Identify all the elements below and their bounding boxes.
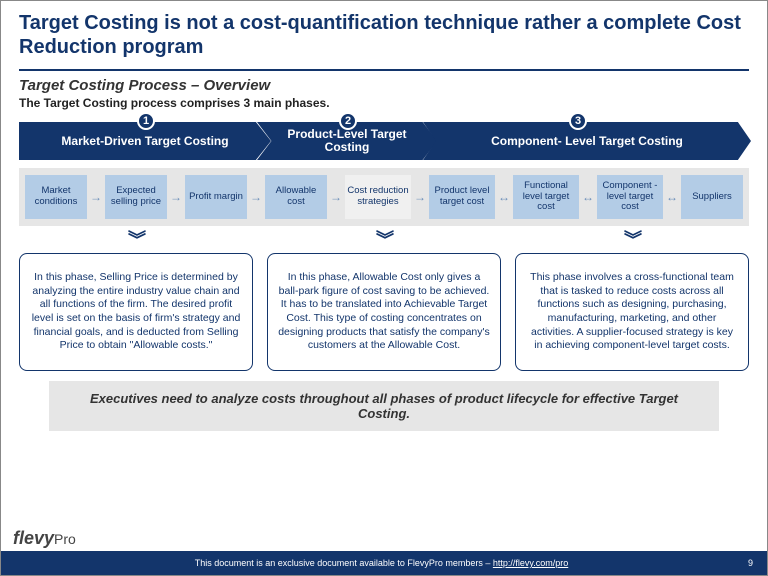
desc-box-2: In this phase, Allowable Cost only gives… xyxy=(267,253,501,371)
phase-badge-2: 2 xyxy=(339,112,357,130)
logo-suffix: Pro xyxy=(54,531,76,547)
phase-chevrons: 1 2 3 Market-Driven Target Costing Produ… xyxy=(19,114,749,160)
callout-box: Executives need to analyze costs through… xyxy=(49,381,719,431)
flow-box: Suppliers xyxy=(681,175,743,219)
desc-text-3: This phase involves a cross-functional t… xyxy=(526,271,738,353)
phase-badge-1: 1 xyxy=(137,112,155,130)
flow-box: Component -level target cost xyxy=(597,175,663,219)
phase-label-2: Product-Level Target Costing xyxy=(267,128,427,154)
footer-bar: This document is an exclusive document a… xyxy=(1,551,767,575)
description-row: ︾ In this phase, Selling Price is determ… xyxy=(19,230,749,371)
flow-strip: Market conditions→Expected selling price… xyxy=(19,168,749,226)
slide: Target Costing is not a cost-quantificat… xyxy=(0,0,768,576)
desc-col-2: ︾ In this phase, Allowable Cost only giv… xyxy=(267,230,501,371)
desc-col-1: ︾ In this phase, Selling Price is determ… xyxy=(19,230,253,371)
flow-box: Functional level target cost xyxy=(513,175,579,219)
flow-box: Allowable cost xyxy=(265,175,327,219)
logo-brand: flevy xyxy=(13,528,54,548)
flow-box: Profit margin xyxy=(185,175,247,219)
flow-arrow-icon: → xyxy=(329,190,343,204)
footer-text: This document is an exclusive document a… xyxy=(15,558,748,568)
flow-arrow-icon: → xyxy=(413,190,427,204)
flow-arrow-icon: ↔ xyxy=(665,190,679,204)
phase-chevron-3: Component- Level Target Costing xyxy=(423,122,751,160)
footer-link[interactable]: http://flevy.com/pro xyxy=(493,558,568,568)
footer-msg: This document is an exclusive document a… xyxy=(195,558,493,568)
desc-box-3: This phase involves a cross-functional t… xyxy=(515,253,749,371)
desc-text-1: In this phase, Selling Price is determin… xyxy=(30,271,242,353)
phase-label-1: Market-Driven Target Costing xyxy=(61,134,228,148)
flow-arrow-icon: ↔ xyxy=(581,190,595,204)
brand-logo: flevyPro xyxy=(13,528,76,549)
phase-label-3: Component- Level Target Costing xyxy=(491,134,683,148)
down-chevron-icon: ︾ xyxy=(376,236,392,245)
desc-col-3: ︾ This phase involves a cross-functional… xyxy=(515,230,749,371)
page-number: 9 xyxy=(748,558,753,568)
down-chevron-icon: ︾ xyxy=(624,236,640,245)
flow-box: Market conditions xyxy=(25,175,87,219)
title-bar: Target Costing is not a cost-quantificat… xyxy=(1,1,767,65)
flow-arrow-icon: → xyxy=(249,190,263,204)
flow-arrow-icon: → xyxy=(169,190,183,204)
down-chevron-icon: ︾ xyxy=(128,236,144,245)
desc-box-1: In this phase, Selling Price is determin… xyxy=(19,253,253,371)
intro-text: The Target Costing process comprises 3 m… xyxy=(1,96,767,114)
section-subtitle: Target Costing Process – Overview xyxy=(1,71,767,96)
flow-box: Product level target cost xyxy=(429,175,495,219)
desc-text-2: In this phase, Allowable Cost only gives… xyxy=(278,271,490,353)
phase-badge-3: 3 xyxy=(569,112,587,130)
slide-title: Target Costing is not a cost-quantificat… xyxy=(19,11,749,59)
flow-arrow-icon: ↔ xyxy=(497,190,511,204)
flow-box: Expected selling price xyxy=(105,175,167,219)
flow-box: Cost reduction strategies xyxy=(345,175,411,219)
flow-arrow-icon: → xyxy=(89,190,103,204)
